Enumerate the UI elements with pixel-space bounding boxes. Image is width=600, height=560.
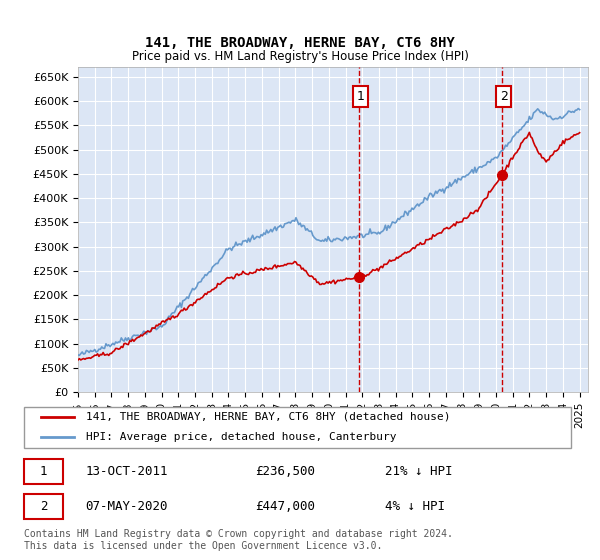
Text: HPI: Average price, detached house, Canterbury: HPI: Average price, detached house, Cant… bbox=[86, 432, 396, 441]
Text: 07-MAY-2020: 07-MAY-2020 bbox=[86, 500, 168, 512]
FancyBboxPatch shape bbox=[23, 493, 63, 519]
FancyBboxPatch shape bbox=[23, 407, 571, 449]
Text: 2: 2 bbox=[500, 90, 508, 103]
Text: £447,000: £447,000 bbox=[255, 500, 315, 512]
Text: 1: 1 bbox=[40, 465, 47, 478]
FancyBboxPatch shape bbox=[23, 459, 63, 484]
Text: 141, THE BROADWAY, HERNE BAY, CT6 8HY: 141, THE BROADWAY, HERNE BAY, CT6 8HY bbox=[145, 36, 455, 50]
Text: Contains HM Land Registry data © Crown copyright and database right 2024.
This d: Contains HM Land Registry data © Crown c… bbox=[24, 529, 453, 551]
Text: 13-OCT-2011: 13-OCT-2011 bbox=[86, 465, 168, 478]
Text: Price paid vs. HM Land Registry's House Price Index (HPI): Price paid vs. HM Land Registry's House … bbox=[131, 50, 469, 63]
Text: 21% ↓ HPI: 21% ↓ HPI bbox=[385, 465, 452, 478]
Text: 2: 2 bbox=[40, 500, 47, 512]
Text: 4% ↓ HPI: 4% ↓ HPI bbox=[385, 500, 445, 512]
Text: 1: 1 bbox=[356, 90, 364, 103]
Text: 141, THE BROADWAY, HERNE BAY, CT6 8HY (detached house): 141, THE BROADWAY, HERNE BAY, CT6 8HY (d… bbox=[86, 412, 450, 422]
Text: £236,500: £236,500 bbox=[255, 465, 315, 478]
